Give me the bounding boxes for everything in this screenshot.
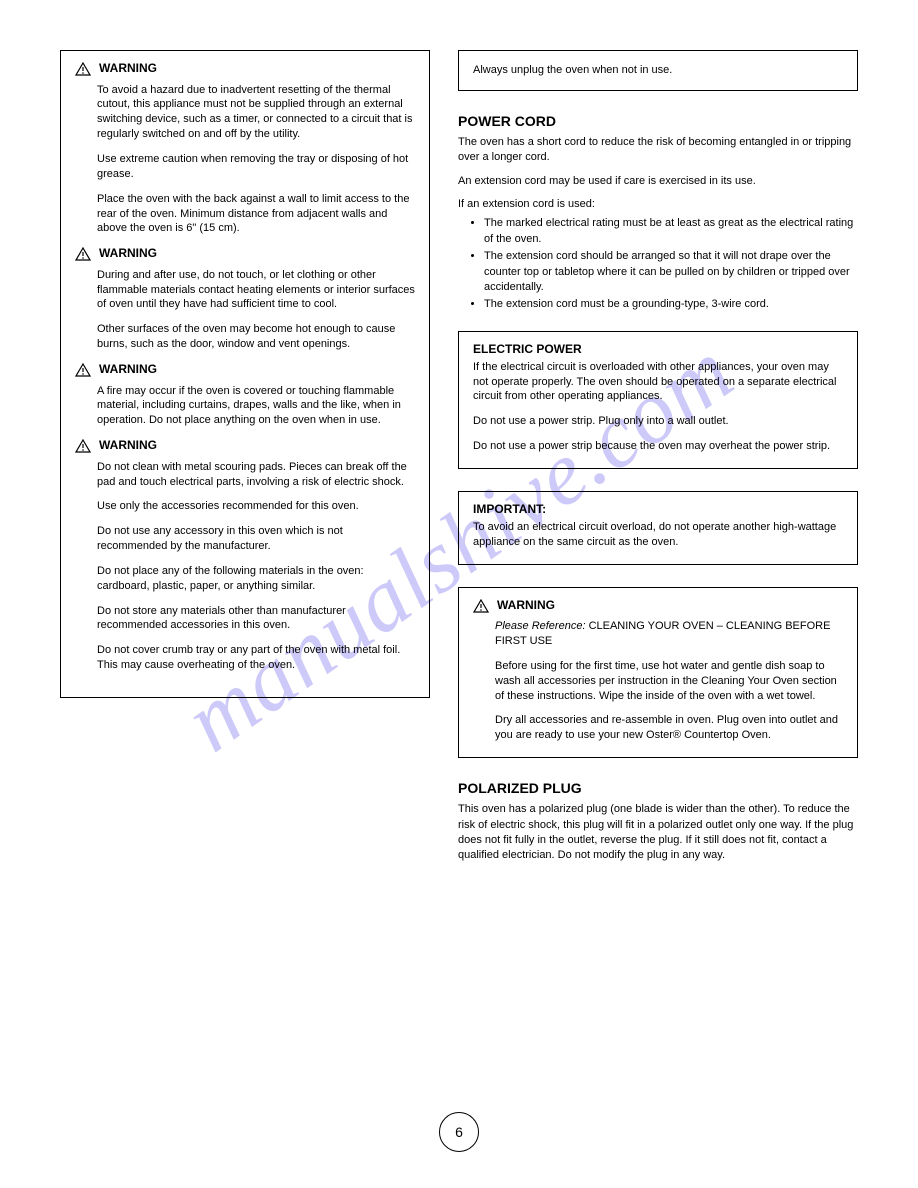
warning-label: WARNING [99,61,157,77]
heading-polarized: POLARIZED PLUG [458,780,858,796]
polarized-section: POLARIZED PLUG This oven has a polarized… [458,780,858,864]
right-box-unplug: Always unplug the oven when not in use. [458,50,858,91]
reference-row: Please Reference: CLEANING YOUR OVEN – C… [495,619,843,649]
warning-row: WARNING [75,362,415,378]
body-text: Do not use a power strip because the ove… [473,439,843,454]
warning-icon [75,247,91,261]
body-text: Do not use any accessory in this oven wh… [97,524,415,554]
warning-row: WARNING [75,61,415,77]
power-cord-section: POWER CORD The oven has a short cord to … [458,113,858,313]
warning-icon [75,62,91,76]
warning-label: WARNING [497,598,555,614]
left-box: WARNING To avoid a hazard due to inadver… [60,50,430,698]
body-text: The oven has a short cord to reduce the … [458,135,858,166]
left-column: WARNING To avoid a hazard due to inadver… [60,50,430,872]
body-text: Do not clean with metal scouring pads. P… [97,460,415,490]
body-text: Other surfaces of the oven may become ho… [97,322,415,352]
reference-label: Please Reference: [495,620,586,632]
heading-power-cord: POWER CORD [458,113,858,129]
warning-row: WARNING [75,246,415,262]
warning-icon [75,439,91,453]
right-column: Always unplug the oven when not in use. … [458,50,858,872]
warning-label: WARNING [99,438,157,454]
body-text: To avoid a hazard due to inadvertent res… [97,83,415,142]
body-text: Use only the accessories recommended for… [97,499,415,514]
warning-icon [75,363,91,377]
body-text: To avoid an electrical circuit overload,… [473,520,843,550]
list-item: The marked electrical rating must be at … [484,216,858,247]
heading-electric-power: ELECTRIC POWER [473,342,843,356]
body-text: Before using for the first time, use hot… [495,659,843,704]
right-box-warning-cleaning: WARNING Please Reference: CLEANING YOUR … [458,587,858,759]
body-text: A fire may occur if the oven is covered … [97,384,415,429]
body-text: Do not use a power strip. Plug only into… [473,414,843,429]
body-text: During and after use, do not touch, or l… [97,268,415,313]
body-text: An extension cord may be used if care is… [458,174,858,189]
body-text: Dry all accessories and re-assemble in o… [495,713,843,743]
body-text: Always unplug the oven when not in use. [473,63,843,78]
heading-important: IMPORTANT: [473,502,843,516]
warning-label: WARNING [99,246,157,262]
page-number: 6 [439,1112,479,1152]
list-item: The extension cord must be a grounding-t… [484,297,858,312]
body-text: This oven has a polarized plug (one blad… [458,802,858,864]
cord-list: The marked electrical rating must be at … [470,216,858,312]
body-text: If an extension cord is used: [458,197,858,212]
warning-icon [473,599,489,613]
warning-row: WARNING [473,598,843,614]
warning-row: WARNING [75,438,415,454]
body-text: Do not store any materials other than ma… [97,604,415,634]
right-box-important: IMPORTANT: To avoid an electrical circui… [458,491,858,565]
body-text: If the electrical circuit is overloaded … [473,360,843,405]
page-root: WARNING To avoid a hazard due to inadver… [0,0,918,1188]
warning-label: WARNING [99,362,157,378]
right-box-electric-power: ELECTRIC POWER If the electrical circuit… [458,331,858,469]
body-text: Do not cover crumb tray or any part of t… [97,643,415,673]
body-text: Do not place any of the following materi… [97,564,415,594]
body-text: Use extreme caution when removing the tr… [97,152,415,182]
list-item: The extension cord should be arranged so… [484,249,858,295]
body-text: Place the oven with the back against a w… [97,192,415,237]
two-column-layout: WARNING To avoid a hazard due to inadver… [60,50,858,872]
